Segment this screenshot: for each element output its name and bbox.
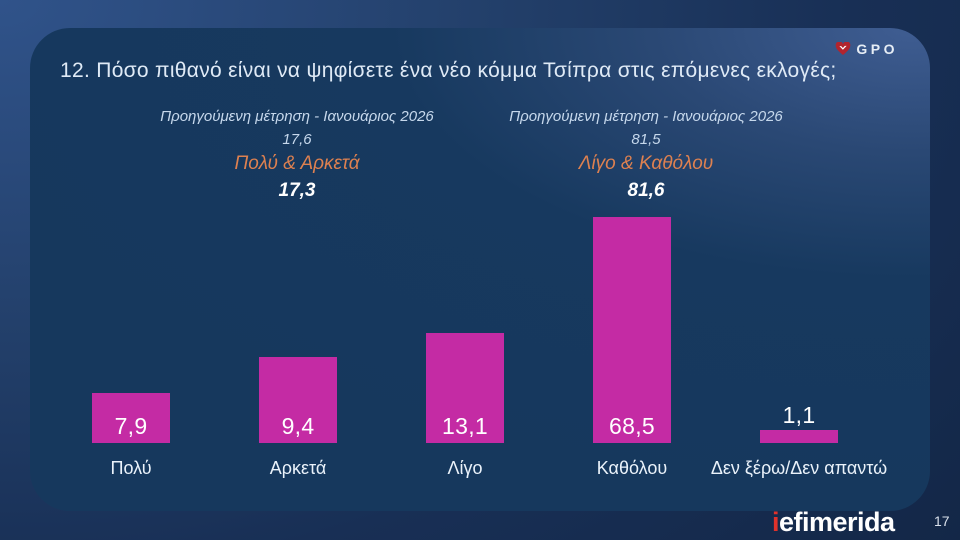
bar-group-katholou: 68,5 Καθόλου [593, 217, 671, 478]
iefimerida-logo: i efimerida [772, 507, 895, 538]
bar-value-label: 9,4 [281, 413, 315, 439]
page-number: 17 [934, 513, 950, 529]
category-label: Λίγο [447, 458, 483, 478]
bar-chart: 7,9 Πολύ 9,4 Αρκετά 13,1 Λίγο 68,5 Καθόλ… [30, 28, 930, 511]
slide-card: 12. Πόσο πιθανό είναι να ψηφίσετε ένα νέ… [30, 28, 930, 511]
bar: 68,5 [593, 217, 671, 443]
iefimerida-logo-text: efimerida [779, 507, 895, 537]
bar: 9,4 [259, 357, 337, 443]
bar-group-den-xero: 1,1 Δεν ξέρω/Δεν απαντώ [711, 402, 887, 478]
group-label: Λίγο & Καθόλου [578, 153, 714, 174]
previous-measurement-value: 81,5 [631, 131, 661, 148]
category-label: Καθόλου [596, 458, 668, 478]
bar-group-ligo: 13,1 Λίγο [426, 333, 504, 478]
current-value: 17,3 [278, 180, 316, 201]
category-label: Αρκετά [269, 458, 327, 478]
bar: 1,1 [760, 402, 838, 443]
category-label: Δεν ξέρω/Δεν απαντώ [710, 458, 888, 478]
gpo-heart-icon [835, 42, 851, 56]
bar-value-label: 68,5 [609, 413, 655, 439]
bar: 7,9 [92, 393, 170, 443]
bar-group-poly: 7,9 Πολύ [92, 393, 170, 478]
iefimerida-logo-i: i [772, 507, 780, 537]
previous-measurement-label: Προηγούμενη μέτρηση - Ιανουάριος 2026 [509, 108, 783, 125]
gpo-logo: GPO [835, 41, 898, 57]
slide-title: 12. Πόσο πιθανό είναι να ψηφίσετε ένα νέ… [60, 59, 837, 82]
category-label: Πολύ [110, 458, 152, 478]
previous-measurement-label: Προηγούμενη μέτρηση - Ιανουάριος 2026 [160, 108, 434, 125]
previous-measurement-right: Προηγούμενη μέτρηση - Ιανουάριος 2026 81… [456, 108, 836, 202]
group-label: Πολύ & Αρκετά [234, 153, 360, 174]
bar: 13,1 [426, 333, 504, 443]
gpo-logo-text: GPO [856, 41, 898, 57]
bar-value-label: 1,1 [782, 402, 816, 428]
current-value: 81,6 [627, 180, 665, 201]
bar-group-arketa: 9,4 Αρκετά [259, 357, 337, 478]
bar-value-label: 7,9 [114, 413, 148, 439]
bar-value-label: 13,1 [442, 413, 488, 439]
previous-measurement-value: 17,6 [282, 131, 312, 148]
previous-measurement-left: Προηγούμενη μέτρηση - Ιανουάριος 2026 17… [107, 108, 487, 202]
